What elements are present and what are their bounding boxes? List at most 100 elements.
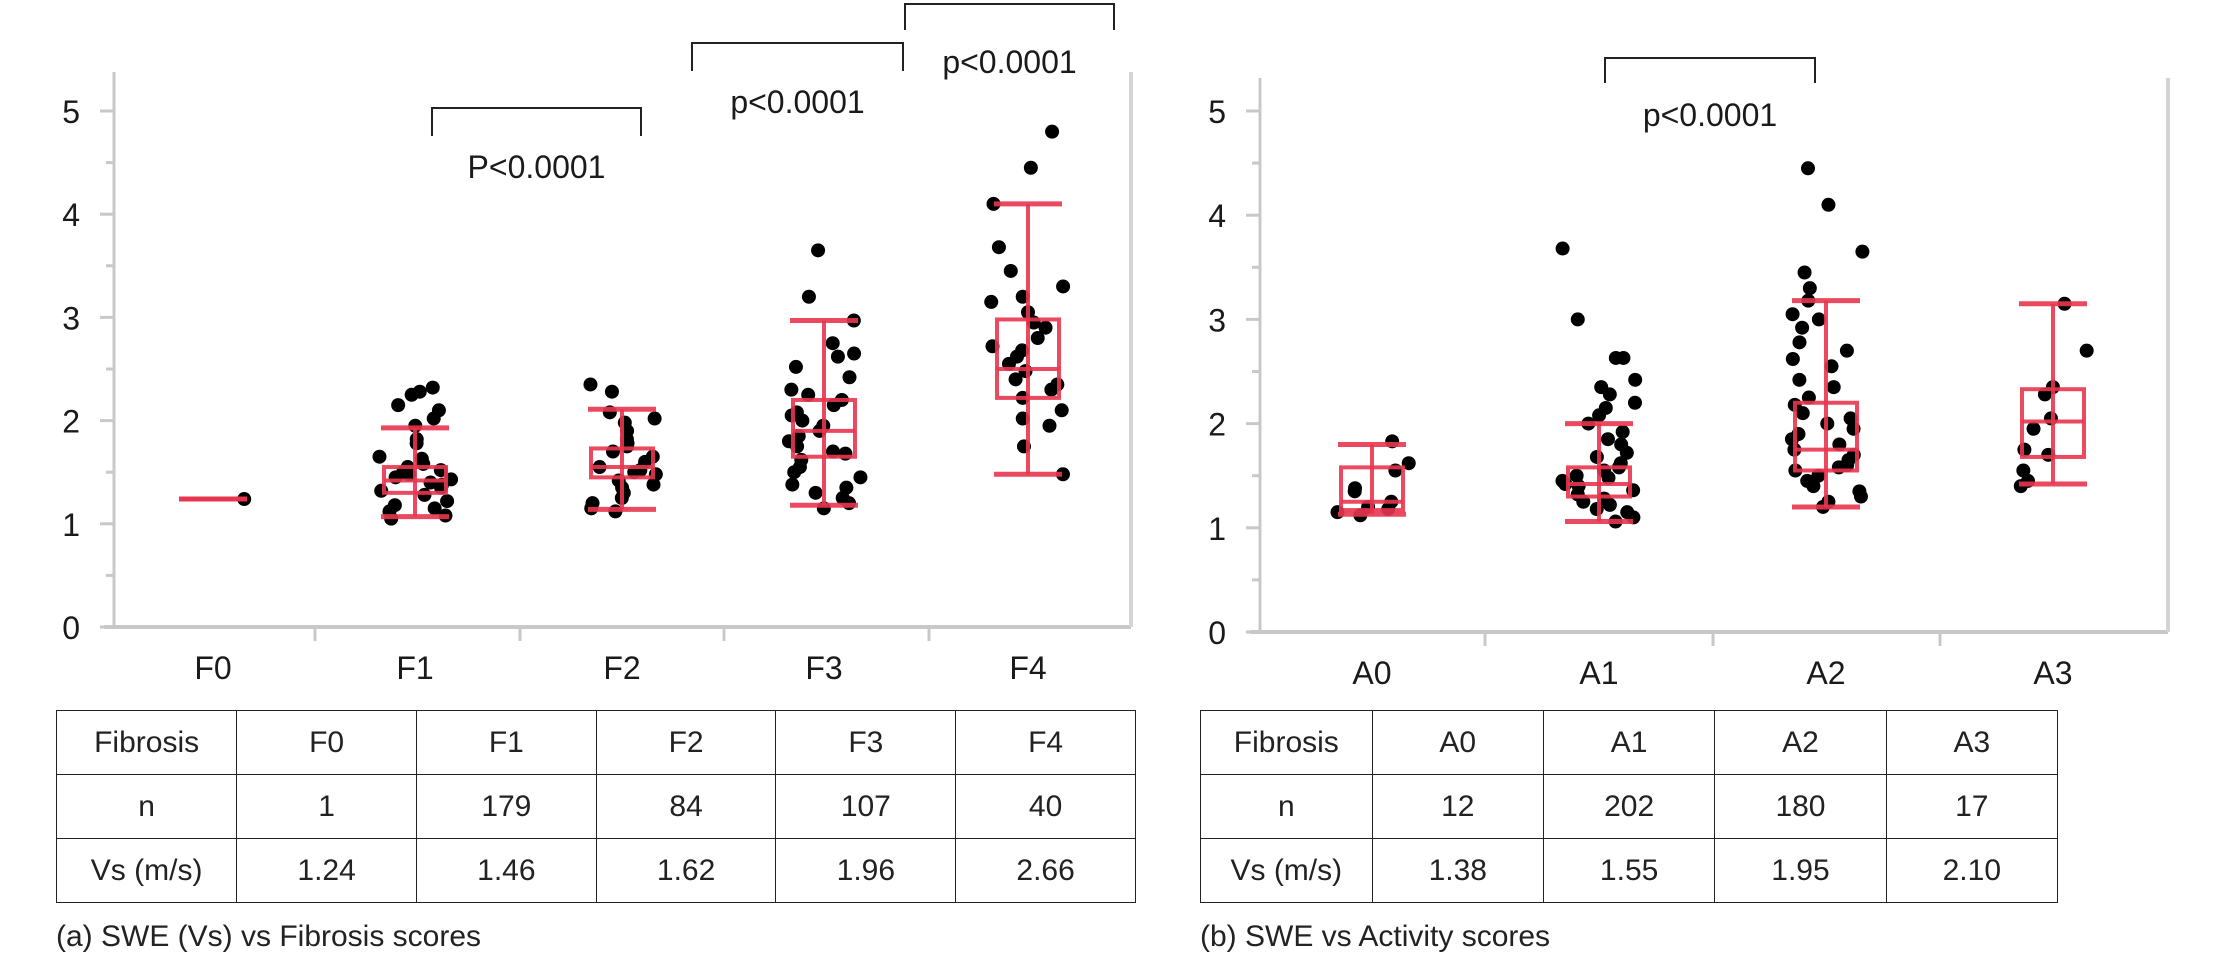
data-point: [825, 336, 840, 351]
fibrosis-table: Fibrosis F0 F1 F2 F3 F4 n 1 179 84 107 4…: [55, 710, 1136, 903]
data-point: [1811, 312, 1826, 327]
table-cell: 202: [1542, 774, 1716, 839]
box-iqr: [589, 446, 655, 480]
significance-label: p<0.0001: [1643, 97, 1777, 133]
data-point: [1045, 124, 1060, 139]
data-point: [785, 477, 800, 492]
table-cell: Fibrosis: [55, 710, 238, 775]
table-cell: F3: [775, 710, 957, 775]
table-cell: 84: [595, 774, 777, 839]
data-point: [795, 413, 810, 428]
data-point: [1592, 408, 1607, 423]
data-point: [1839, 343, 1854, 358]
data-point: [427, 501, 442, 516]
data-point: [440, 494, 455, 509]
table-cell: n: [55, 774, 238, 839]
data-point: [1853, 489, 1868, 504]
data-point: [1855, 244, 1870, 259]
table-cell: Vs (m/s): [1200, 838, 1373, 903]
chart-fibrosis: 0 1 2 3 4 5 F0 F1 F2 F3 F4 P<0.0001 p<0.0001 p<0.0001: [62, 3, 1133, 686]
box-group-F2: [583, 377, 663, 519]
significance-bracket: [691, 42, 904, 71]
table-cell: 17: [1885, 774, 2059, 839]
activity-table: Fibrosis A0 A1 A2 A3 n 12 202 180 17 Vs …: [1200, 710, 2059, 903]
table-cell: 107: [775, 774, 957, 839]
data-point: [1821, 197, 1836, 212]
table-cell: n: [1200, 774, 1373, 839]
box-group-A0: [1330, 434, 1416, 523]
data-point: [2017, 442, 2032, 457]
data-point: [801, 289, 816, 304]
table-cell: 12: [1371, 774, 1544, 839]
table-cell: Fibrosis: [1200, 710, 1373, 775]
data-point: [372, 449, 387, 464]
table-cell: A0: [1371, 710, 1544, 775]
table-cell: 2.66: [955, 838, 1136, 903]
data-point: [2026, 421, 2041, 436]
x-tick-label: A0: [1352, 655, 1391, 691]
significance-label: p<0.0001: [730, 84, 864, 120]
y-tick-label: 1: [1208, 511, 1226, 547]
table-header-row: Fibrosis A0 A1 A2 A3: [1200, 710, 2059, 775]
box-iqr: [791, 397, 857, 459]
data-point: [1589, 502, 1604, 517]
data-point: [788, 359, 803, 374]
data-point: [784, 382, 799, 397]
box-group-A2: [1784, 161, 1870, 514]
table-cell: 1.24: [236, 838, 417, 903]
table-cell: 1.46: [415, 838, 597, 903]
data-point: [2016, 463, 2031, 478]
data-point: [1023, 160, 1038, 175]
data-point: [2079, 343, 2094, 358]
data-point: [1570, 312, 1585, 327]
table-cell: F1: [415, 710, 597, 775]
box-group-A1: [1555, 241, 1643, 529]
caption-activity: (b) SWE vs Activity scores: [1200, 920, 1551, 953]
significance-bracket: [431, 107, 642, 136]
data-point: [583, 377, 598, 392]
data-point: [1600, 432, 1615, 447]
table-cell: Vs (m/s): [55, 838, 238, 903]
data-point: [426, 411, 441, 426]
y-tick-label: 0: [1208, 615, 1226, 651]
data-point: [808, 485, 823, 500]
y-tick-label: 0: [62, 610, 80, 646]
data-point: [1602, 387, 1617, 402]
data-point: [1824, 359, 1839, 374]
y-tick-label: 1: [62, 507, 80, 543]
data-point: [1589, 449, 1604, 464]
data-point: [1785, 307, 1800, 322]
table-row: n 12 202 180 17: [1200, 774, 2059, 839]
data-point: [1628, 372, 1643, 387]
significance-label: P<0.0001: [468, 149, 606, 185]
table-cell: A1: [1542, 710, 1716, 775]
table-cell: F0: [236, 710, 417, 775]
y-tick-label: 4: [1208, 198, 1226, 234]
data-point: [417, 487, 432, 502]
data-point: [811, 243, 826, 258]
data-point: [1003, 263, 1018, 278]
data-point: [1055, 467, 1070, 482]
data-point: [842, 370, 857, 385]
data-point: [986, 196, 1001, 211]
data-point: [847, 346, 862, 361]
data-point: [1602, 497, 1617, 512]
box-group-F0: [179, 492, 252, 507]
data-point: [1619, 445, 1634, 460]
data-point: [1038, 320, 1053, 335]
data-point: [1030, 331, 1045, 346]
data-point: [647, 411, 662, 426]
box-group-F3: [781, 243, 868, 516]
data-point: [787, 465, 802, 480]
y-tick-label: 3: [62, 300, 80, 336]
data-point: [1347, 484, 1362, 499]
box-group-F1: [372, 380, 459, 526]
y-tick-label: 4: [62, 197, 80, 233]
y-tick-label: 3: [1208, 302, 1226, 338]
data-point: [1615, 424, 1630, 439]
x-tick-label: F0: [194, 650, 231, 686]
table-cell: A2: [1714, 710, 1887, 775]
data-point: [404, 387, 419, 402]
table-cell: 180: [1714, 774, 1887, 839]
